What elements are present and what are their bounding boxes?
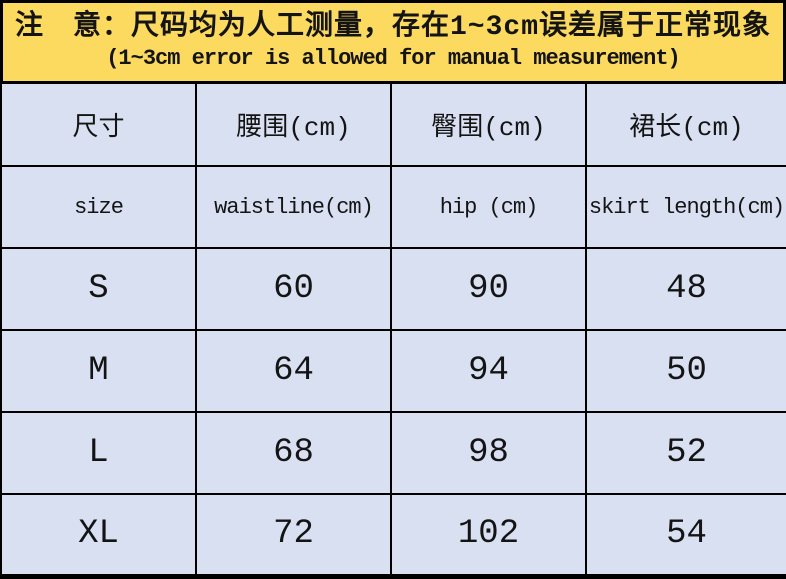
header-cn-waistline: 腰围(cm) (195, 84, 392, 167)
cell-hip: 90 (390, 247, 587, 331)
cell-size: XL (0, 493, 197, 577)
table-row-m: M 64 94 50 (0, 329, 786, 413)
cell-skirt-length: 54 (585, 493, 786, 577)
cell-hip: 102 (390, 493, 587, 577)
notice-text-en: (1~3cm error is allowed for manual measu… (106, 45, 681, 71)
cell-size: S (0, 247, 197, 331)
cell-skirt-length: 52 (585, 411, 786, 495)
table-row-l: L 68 98 52 (0, 411, 786, 495)
header-cn-size: 尺寸 (0, 84, 197, 167)
cell-waistline: 64 (195, 329, 392, 413)
cell-hip: 98 (390, 411, 587, 495)
header-en-waistline: waistline(cm) (195, 165, 392, 249)
notice-text-cn: 注 意：尺码均为人工测量，存在1~3cm误差属于正常现象 (14, 12, 772, 43)
size-table: 尺寸 腰围(cm) 臀围(cm) 裙长(cm) size waistline(c… (0, 84, 786, 579)
table-row-s: S 60 90 48 (0, 247, 786, 331)
header-en-hip: hip (cm) (390, 165, 587, 249)
cell-waistline: 68 (195, 411, 392, 495)
header-row-en: size waistline(cm) hip (cm) skirt length… (0, 165, 786, 249)
cell-waistline: 72 (195, 493, 392, 577)
cell-size: M (0, 329, 197, 413)
table-row-xl: XL 72 102 54 (0, 493, 786, 577)
header-en-skirt-length: skirt length(cm) (585, 165, 786, 249)
cell-skirt-length: 50 (585, 329, 786, 413)
header-en-size: size (0, 165, 197, 249)
header-cn-skirt-length: 裙长(cm) (585, 84, 786, 167)
cell-hip: 94 (390, 329, 587, 413)
notice-banner: 注 意：尺码均为人工测量，存在1~3cm误差属于正常现象 (1~3cm erro… (0, 0, 786, 84)
header-cn-hip: 臀围(cm) (390, 84, 587, 167)
cell-size: L (0, 411, 197, 495)
cell-waistline: 60 (195, 247, 392, 331)
header-row-cn: 尺寸 腰围(cm) 臀围(cm) 裙长(cm) (0, 84, 786, 167)
cell-skirt-length: 48 (585, 247, 786, 331)
